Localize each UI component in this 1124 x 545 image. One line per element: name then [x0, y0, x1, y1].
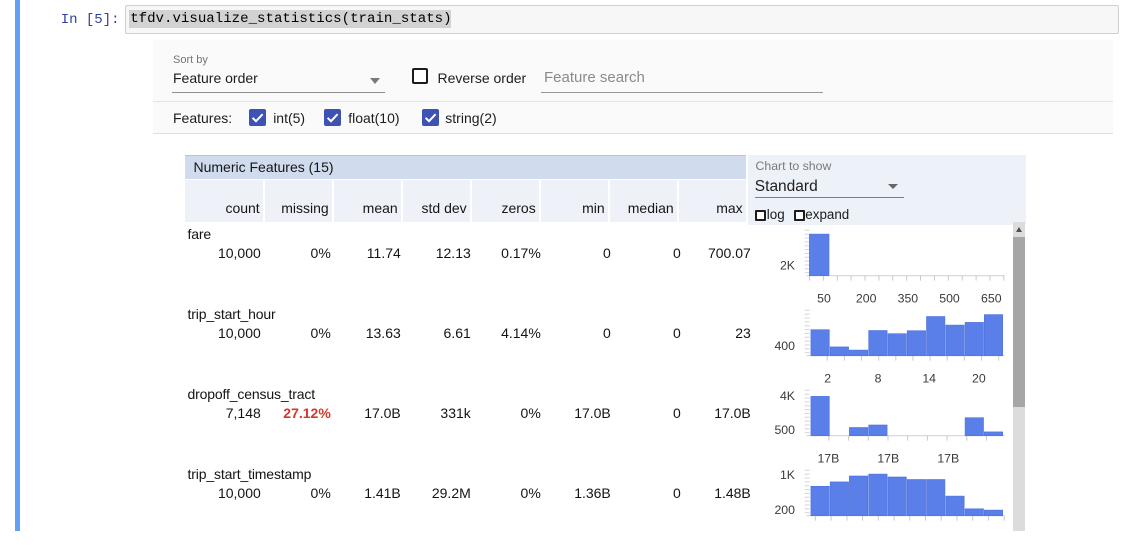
svg-text:1K: 1K — [780, 468, 796, 482]
svg-text:200: 200 — [774, 503, 795, 517]
svg-text:50: 50 — [817, 291, 831, 305]
svg-text:17B: 17B — [817, 451, 839, 465]
svg-text:350: 350 — [898, 291, 919, 305]
svg-text:4K: 4K — [780, 389, 796, 403]
svg-text:650: 650 — [981, 291, 1002, 305]
svg-text:500: 500 — [774, 423, 795, 437]
svg-text:2K: 2K — [780, 258, 796, 272]
svg-text:400: 400 — [774, 339, 795, 353]
svg-text:17B: 17B — [877, 451, 899, 465]
svg-text:14: 14 — [922, 371, 936, 385]
svg-text:500: 500 — [939, 291, 960, 305]
svg-text:8: 8 — [875, 371, 882, 385]
svg-text:200: 200 — [856, 291, 877, 305]
svg-text:2: 2 — [824, 371, 831, 385]
svg-text:20: 20 — [972, 371, 986, 385]
svg-text:17B: 17B — [937, 451, 959, 465]
